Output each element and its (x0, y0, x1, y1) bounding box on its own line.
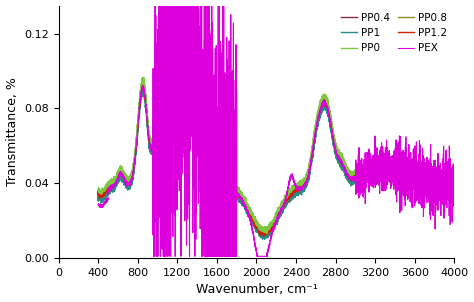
PP0.8 (452, 180, 457, 184)
PP1 (95, 193, 101, 197)
Line: PP1: PP1 (98, 37, 455, 239)
PP1.2 (361, 173, 367, 177)
PP1 (262, 237, 267, 241)
PEX (232, 206, 237, 209)
PP1.2 (160, 101, 166, 105)
PP0.4 (309, 153, 315, 156)
PP0.4 (231, 190, 237, 194)
PEX (309, 153, 315, 156)
PP1.2 (231, 189, 237, 192)
PP1 (452, 187, 457, 191)
PP0.4 (160, 101, 166, 105)
PP1.2 (452, 184, 457, 188)
PP1.2 (309, 155, 315, 159)
Line: PEX: PEX (98, 0, 455, 256)
PEX (160, 126, 166, 130)
PEX (327, 117, 333, 121)
PEX (388, 185, 394, 188)
PP1 (361, 175, 367, 178)
PP0.4 (263, 234, 268, 238)
PP0.4 (388, 168, 394, 171)
Legend: PP0.4, PP1, PP0, PP0.8, PP1.2, PEX: PP0.4, PP1, PP0, PP0.8, PP1.2, PEX (339, 11, 449, 55)
PP0 (361, 166, 367, 170)
PP1 (309, 159, 315, 163)
Line: PP1.2: PP1.2 (98, 30, 455, 236)
PP0 (452, 179, 457, 183)
PEX (151, 255, 157, 258)
PP0.8 (388, 165, 394, 168)
Y-axis label: Transmittance, %: Transmittance, % (6, 77, 18, 186)
PP0.4 (95, 192, 101, 196)
PP1 (388, 172, 394, 175)
Line: PP0.8: PP0.8 (98, 27, 455, 234)
PP1 (160, 106, 166, 109)
PP0 (179, 21, 185, 24)
PEX (95, 203, 101, 207)
PP0 (231, 184, 237, 187)
PP0 (327, 112, 333, 116)
PP1 (179, 35, 184, 39)
PP0.8 (309, 150, 315, 153)
PP0 (388, 163, 394, 167)
PP0.8 (231, 189, 237, 193)
PP0.4 (327, 116, 333, 120)
PP1 (327, 120, 333, 124)
Line: PP0.4: PP0.4 (98, 30, 455, 236)
PP0.4 (361, 176, 367, 180)
PP0.4 (452, 184, 457, 188)
PP1.2 (388, 167, 394, 170)
PEX (361, 158, 367, 161)
PP0.4 (179, 28, 185, 32)
PP0.8 (179, 26, 185, 29)
PP0.8 (160, 96, 166, 100)
PP1.2 (179, 28, 185, 31)
PP0 (264, 232, 270, 235)
PEX (452, 176, 457, 180)
PP0.8 (262, 232, 267, 236)
PP0.8 (95, 190, 101, 193)
PP1.2 (95, 192, 101, 196)
PP1.2 (327, 116, 333, 119)
PP0 (309, 148, 315, 152)
PP0 (95, 188, 101, 192)
X-axis label: Wavenumber, cm⁻¹: Wavenumber, cm⁻¹ (196, 284, 318, 297)
PP1 (231, 190, 237, 194)
Line: PP0: PP0 (98, 23, 455, 233)
PP0.8 (361, 172, 367, 175)
PP1.2 (261, 234, 266, 238)
PP0 (160, 95, 166, 99)
PP0.8 (327, 114, 333, 118)
